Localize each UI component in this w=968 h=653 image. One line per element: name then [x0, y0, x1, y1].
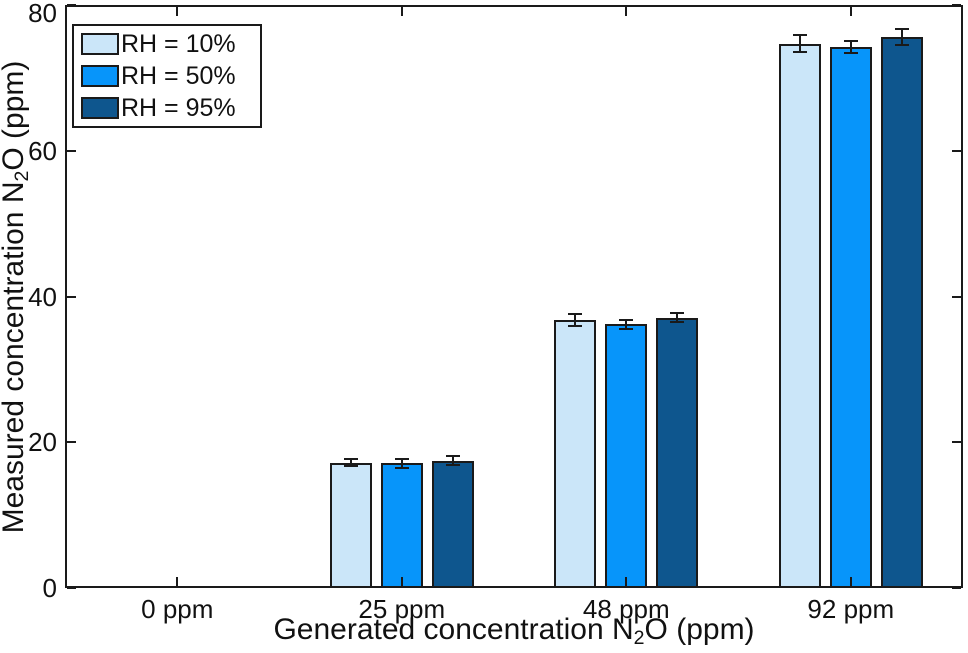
- error-bar-rh10-48ppm: [574, 314, 577, 326]
- legend: RH = 10% RH = 50% RH = 95%: [72, 24, 262, 128]
- bar-rh50-25ppm: [380, 463, 423, 588]
- x-tick-top-25ppm: [400, 7, 403, 16]
- error-bar-cap-bottom-rh10-48ppm: [568, 324, 583, 327]
- error-bar-rh95-48ppm: [676, 313, 679, 322]
- error-bar-cap-top-rh95-48ppm: [670, 312, 685, 315]
- y-axis-title-suffix: O (ppm): [0, 60, 30, 171]
- x-tick-25ppm: [400, 577, 403, 586]
- bar-rh10-92ppm: [778, 43, 821, 588]
- error-bar-rh50-25ppm: [400, 459, 403, 468]
- y-tick-60: [67, 149, 76, 152]
- error-bar-cap-top-rh50-92ppm: [843, 40, 858, 43]
- x-tick-top-48ppm: [625, 7, 628, 16]
- y-tick-label-80: 80: [28, 0, 57, 28]
- y-tick-80: [67, 4, 76, 6]
- y-tick-40: [67, 295, 76, 298]
- legend-item-rh50: RH = 50%: [74, 60, 260, 92]
- error-bar-cap-bottom-rh10-92ppm: [792, 51, 807, 54]
- y-axis-title: Measured concentration N2O (ppm): [0, 61, 39, 534]
- x-axis-title: Generated concentration N2O (ppm): [273, 613, 754, 653]
- legend-label-rh50: RH = 50%: [121, 61, 236, 90]
- bar-rh50-92ppm: [829, 47, 872, 588]
- y-axis-title-subscript: 2: [11, 170, 34, 182]
- error-bar-cap-top-rh10-25ppm: [343, 458, 358, 460]
- error-bar-cap-bottom-rh95-48ppm: [670, 321, 685, 323]
- bar-rh95-25ppm: [431, 460, 474, 588]
- x-tick-label-48ppm: 48 ppm: [582, 594, 670, 624]
- bar-rh50-48ppm: [605, 324, 648, 588]
- x-tick-label-25ppm: 25 ppm: [358, 594, 446, 624]
- x-tick-0ppm: [176, 577, 179, 586]
- y-tick-label-0: 0: [42, 573, 57, 603]
- error-bar-cap-top-rh10-92ppm: [792, 33, 807, 36]
- x-axis-title-text: Generated concentration N: [273, 612, 634, 646]
- bar-rh10-48ppm: [554, 319, 597, 588]
- x-tick-label-92ppm: 92 ppm: [807, 594, 895, 624]
- bar-rh10-25ppm: [329, 462, 372, 588]
- y-axis-title-text: Measured concentration N: [0, 181, 30, 534]
- error-bar-rh50-48ppm: [625, 319, 628, 329]
- error-bar-rh95-25ppm: [451, 456, 454, 465]
- legend-item-rh10: RH = 10%: [74, 28, 260, 60]
- y-tick-right-40: [952, 295, 961, 298]
- error-bar-cap-bottom-rh95-25ppm: [445, 463, 460, 466]
- legend-label-rh95: RH = 95%: [121, 93, 236, 122]
- y-tick-right-60: [952, 149, 961, 152]
- legend-swatch-rh50: [81, 65, 119, 87]
- error-bar-cap-bottom-rh50-25ppm: [394, 466, 409, 469]
- y-tick-0: [67, 587, 76, 589]
- y-tick-right-0: [952, 587, 961, 589]
- x-tick-label-0ppm: 0 ppm: [141, 594, 214, 624]
- y-tick-label-20: 20: [28, 427, 57, 458]
- x-axis-title-subscript: 2: [633, 627, 645, 650]
- y-tick-20: [67, 441, 76, 444]
- error-bar-cap-bottom-rh50-92ppm: [843, 52, 858, 55]
- legend-label-rh10: RH = 10%: [121, 29, 236, 58]
- error-bar-cap-top-rh95-92ppm: [894, 28, 909, 30]
- x-axis-title-suffix: O (ppm): [644, 612, 755, 646]
- legend-item-rh95: RH = 95%: [74, 92, 260, 124]
- error-bar-cap-bottom-rh50-48ppm: [619, 327, 634, 330]
- bar-rh95-48ppm: [656, 317, 699, 588]
- legend-swatch-rh10: [81, 33, 119, 55]
- error-bar-cap-top-rh95-25ppm: [445, 455, 460, 458]
- bar-rh95-92ppm: [880, 37, 923, 588]
- x-tick-48ppm: [625, 577, 628, 586]
- error-bar-cap-bottom-rh10-25ppm: [343, 465, 358, 468]
- error-bar-cap-top-rh10-48ppm: [568, 313, 583, 315]
- y-tick-label-40: 40: [28, 281, 57, 312]
- error-bar-rh50-92ppm: [849, 41, 852, 54]
- y-tick-right-20: [952, 441, 961, 444]
- error-bar-rh10-92ppm: [798, 34, 801, 53]
- y-tick-right-80: [952, 4, 961, 6]
- error-bar-cap-bottom-rh95-92ppm: [894, 44, 909, 47]
- error-bar-cap-top-rh50-25ppm: [394, 458, 409, 460]
- legend-swatch-rh95: [81, 97, 119, 119]
- x-tick-top-0ppm: [176, 7, 179, 16]
- x-tick-92ppm: [849, 577, 852, 586]
- y-tick-label-60: 60: [28, 135, 57, 166]
- error-bar-rh95-92ppm: [900, 29, 903, 45]
- error-bar-cap-top-rh50-48ppm: [619, 318, 634, 321]
- error-bar-rh10-25ppm: [349, 459, 352, 467]
- x-tick-top-92ppm: [849, 7, 852, 16]
